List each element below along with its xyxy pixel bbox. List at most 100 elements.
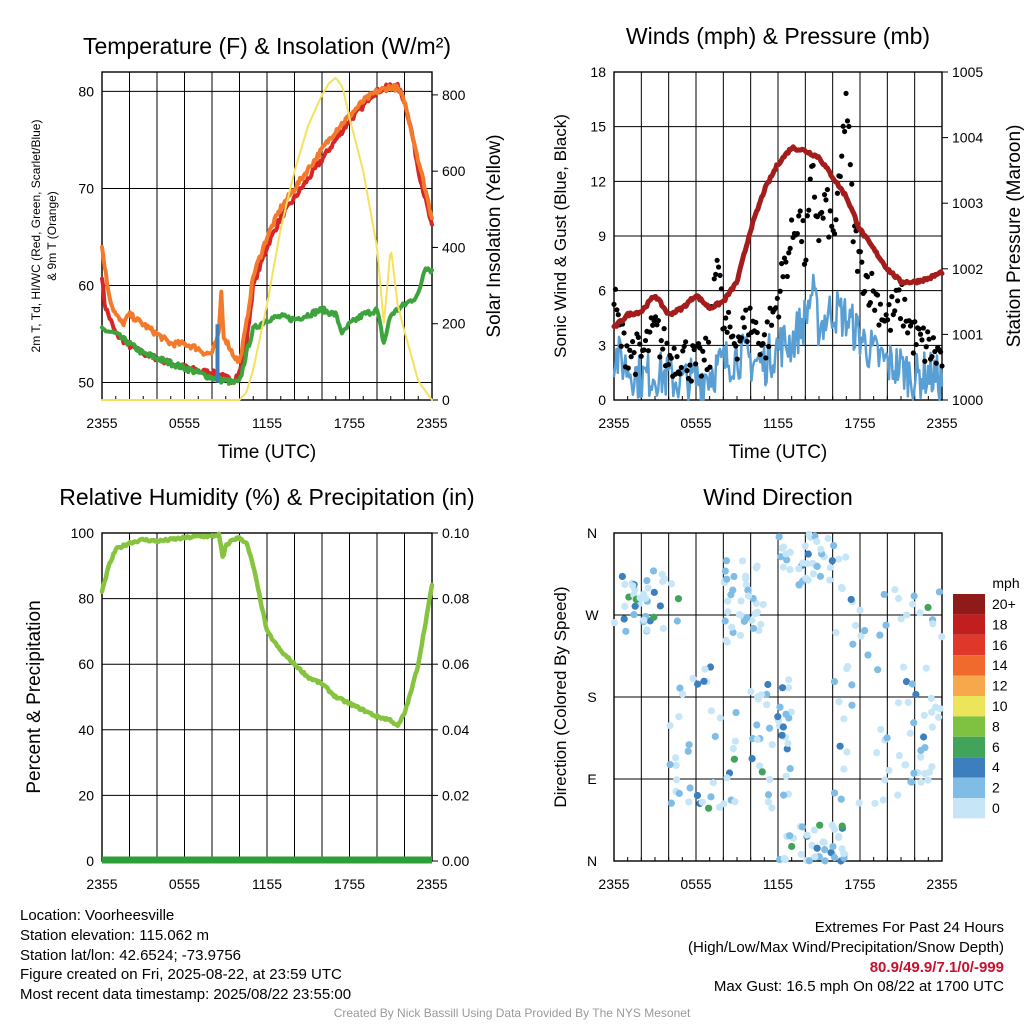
direction-point <box>920 733 928 741</box>
gust-point <box>733 343 739 349</box>
temp-ylabel-right: Solar Insolation (Yellow) <box>484 134 505 337</box>
gust-point <box>724 329 730 335</box>
direction-point <box>829 842 837 851</box>
gust-point <box>889 294 895 300</box>
wdir-title: Wind Direction <box>703 484 853 510</box>
direction-point <box>821 857 829 865</box>
direction-point <box>874 666 882 674</box>
gust-point <box>905 330 911 336</box>
direction-point <box>831 854 839 862</box>
direction-point <box>715 803 724 811</box>
extremes-values: 80.9/49.9/7.1/0/-999 <box>869 958 1004 976</box>
gust-point <box>876 322 882 328</box>
temp-ytick-right-label: 400 <box>442 239 466 255</box>
direction-point <box>916 609 924 617</box>
gust-point <box>768 322 775 328</box>
gust-point <box>847 162 853 168</box>
direction-point <box>735 610 743 619</box>
direction-point <box>618 572 626 581</box>
direction-point <box>928 723 936 731</box>
rh-ytick-label: 40 <box>78 722 94 738</box>
direction-point <box>759 600 767 609</box>
direction-point <box>805 857 813 865</box>
winds-ytick-label: 12 <box>590 173 606 189</box>
direction-point <box>709 779 717 787</box>
gust-point <box>618 343 624 349</box>
direction-point <box>837 795 845 803</box>
gust-point <box>723 315 729 321</box>
direction-point <box>795 565 803 573</box>
direction-point <box>817 545 825 553</box>
legend-title: mph <box>992 575 1019 591</box>
direction-point <box>747 687 755 696</box>
gust-point <box>683 339 689 345</box>
gust-point <box>688 378 694 384</box>
gust-point <box>681 343 687 349</box>
direction-point <box>785 676 793 684</box>
direction-point <box>811 853 819 861</box>
direction-point <box>765 724 774 732</box>
rh-ytick-right-label: 0.04 <box>442 722 469 738</box>
direction-point <box>707 793 715 801</box>
gust-point <box>764 319 770 325</box>
direction-point <box>731 797 739 806</box>
legend-label: 20+ <box>992 596 1016 612</box>
direction-point <box>667 799 675 807</box>
gust-point <box>652 314 659 320</box>
gust-point <box>930 335 937 341</box>
gust-point <box>777 288 783 294</box>
gust-point <box>840 123 846 129</box>
gust-point <box>668 355 674 361</box>
gust-point <box>744 338 750 345</box>
gust-point <box>804 213 810 219</box>
wdir-ylabel-left: Direction (Colored By Speed) <box>551 586 570 807</box>
gust-point <box>763 355 769 361</box>
direction-point <box>851 621 860 630</box>
direction-point <box>849 640 857 648</box>
gust-point <box>612 286 619 292</box>
legend-swatch <box>953 798 985 819</box>
direction-point <box>757 691 766 699</box>
direction-point <box>721 617 729 625</box>
direction-point <box>621 580 629 589</box>
direction-point <box>835 555 843 563</box>
legend-swatch <box>953 716 985 737</box>
gust-point <box>678 364 684 371</box>
direction-point <box>743 613 751 622</box>
winds-ytick-right-label: 1000 <box>952 392 983 408</box>
direction-point <box>764 798 773 806</box>
direction-point <box>928 708 936 716</box>
gust-point <box>922 358 928 364</box>
gust-point <box>631 349 637 356</box>
direction-point <box>861 627 869 635</box>
gust-point <box>929 354 935 360</box>
direction-point <box>843 748 851 756</box>
gust-point <box>671 345 677 351</box>
direction-point <box>916 753 925 761</box>
series-station-pressure <box>611 144 945 329</box>
direction-point <box>881 776 889 784</box>
gust-point <box>910 350 916 356</box>
direction-point <box>711 732 719 741</box>
gust-point <box>717 272 723 278</box>
direction-point <box>883 734 891 742</box>
wdir-ytick-label: S <box>587 689 596 705</box>
gust-point <box>877 301 884 307</box>
temp-xtick-label: 2355 <box>86 415 117 431</box>
direction-point <box>736 631 745 639</box>
gust-point <box>757 351 763 358</box>
series-td <box>100 266 434 386</box>
direction-point <box>848 701 856 709</box>
winds-ytick-label: 3 <box>598 337 606 353</box>
direction-point <box>934 713 943 721</box>
temp-xtick-label: 0555 <box>169 415 200 431</box>
direction-point <box>763 690 771 698</box>
gust-point <box>703 335 709 341</box>
legend-label: 4 <box>992 759 1000 775</box>
gust-point <box>645 348 651 354</box>
temp-ylabel-left-1: 2m T, Td, HI/WC (Red, Green, Scarlet/Blu… <box>29 120 43 353</box>
gust-point <box>926 336 932 342</box>
direction-point <box>723 774 731 782</box>
gust-point <box>637 341 643 347</box>
direction-point <box>821 845 829 854</box>
